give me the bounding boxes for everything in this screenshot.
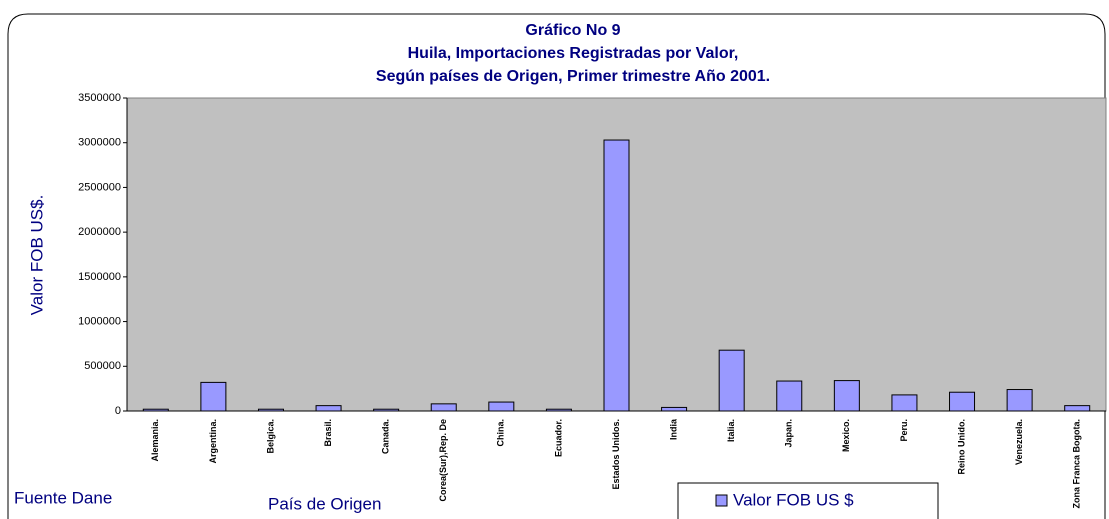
x-tick-label: Argentina. xyxy=(208,419,218,464)
bar xyxy=(603,139,630,412)
y-tick-label: 500000 xyxy=(84,360,121,372)
x-tick-label: Mexico. xyxy=(841,419,851,452)
y-tick-label: 3500000 xyxy=(78,92,121,104)
y-tick-label: 1500000 xyxy=(78,271,121,283)
x-tick-label: Alemania. xyxy=(150,419,160,462)
bar xyxy=(142,408,169,412)
bar xyxy=(200,381,227,412)
bar xyxy=(373,408,400,412)
y-tick-label: 3000000 xyxy=(78,137,121,149)
y-axis-label: Valor FOB US$. xyxy=(27,195,46,316)
x-tick-label: Belgica. xyxy=(265,419,275,454)
bar xyxy=(718,349,745,412)
source: Fuente Dane xyxy=(14,488,112,507)
x-tick-label: Brasil. xyxy=(323,419,333,447)
bar xyxy=(776,380,803,412)
y-tick-label: 2500000 xyxy=(78,181,121,193)
x-tick-label: Canada. xyxy=(381,419,391,454)
bar xyxy=(661,406,688,412)
x-tick-label: Japan. xyxy=(784,419,794,448)
x-tick-label: Peru. xyxy=(899,419,909,442)
bar xyxy=(833,380,860,412)
chart-title: Gráfico No 9 xyxy=(525,22,620,39)
x-tick-label: Venezuela. xyxy=(1014,419,1024,465)
bar xyxy=(257,408,284,412)
x-tick-label: Reino Unido. xyxy=(956,419,966,475)
y-tick-label: 2000000 xyxy=(78,226,121,238)
bar xyxy=(949,391,976,412)
bar xyxy=(1064,405,1091,412)
x-tick-label: India xyxy=(668,418,678,440)
x-tick-label: Italia. xyxy=(726,419,736,442)
x-tick-label: Ecuador. xyxy=(553,419,563,457)
x-tick-label: Corea(Sur),Rep. De xyxy=(438,419,448,502)
bar xyxy=(430,403,457,412)
bar xyxy=(488,401,515,412)
x-tick-label: China. xyxy=(496,419,506,447)
bar xyxy=(891,394,918,412)
x-axis-label: País de Origen xyxy=(268,494,381,513)
bar xyxy=(315,405,342,412)
y-tick-label: 0 xyxy=(115,405,121,417)
chart-title: Huila, Importaciones Registradas por Val… xyxy=(408,45,739,62)
bar xyxy=(1006,389,1033,412)
y-tick-label: 1000000 xyxy=(78,315,121,327)
frame xyxy=(7,13,1106,519)
legend-swatch xyxy=(715,494,728,507)
chart-title: Según países de Origen, Primer trimestre… xyxy=(376,68,770,85)
bar xyxy=(545,408,572,412)
x-tick-label: Zona Franca Bogota. xyxy=(1072,419,1082,509)
legend-label: Valor FOB US $ xyxy=(733,490,854,509)
x-tick-label: Estados Unidos. xyxy=(611,419,621,490)
